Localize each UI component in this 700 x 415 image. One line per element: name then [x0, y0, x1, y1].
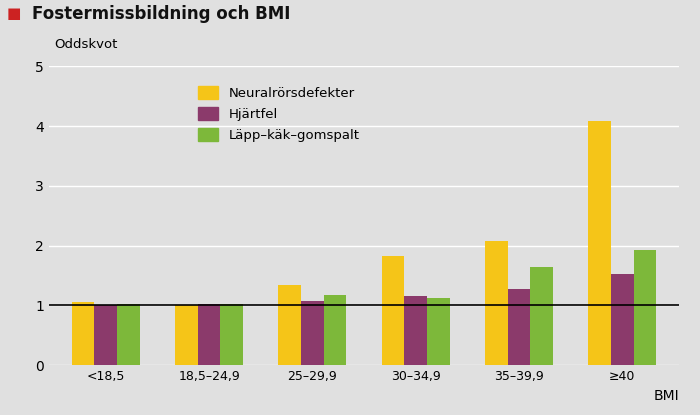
Bar	[405, 296, 427, 365]
Legend: Neuralrörsdefekter, Hjärtfel, Läpp–käk–gomspalt: Neuralrörsdefekter, Hjärtfel, Läpp–käk–g…	[194, 82, 363, 146]
Bar	[175, 305, 197, 365]
Bar	[323, 295, 346, 365]
Bar	[531, 266, 553, 365]
Bar	[197, 304, 220, 365]
Text: Fostermissbildning och BMI: Fostermissbildning och BMI	[32, 5, 290, 23]
Bar	[301, 300, 323, 365]
Bar	[588, 121, 611, 365]
Bar	[634, 250, 657, 365]
Bar	[220, 304, 243, 365]
Bar	[117, 304, 140, 365]
Bar	[485, 241, 508, 365]
Text: Oddskvot: Oddskvot	[54, 39, 118, 51]
Bar	[382, 256, 405, 365]
Bar	[279, 285, 301, 365]
Bar	[611, 274, 634, 365]
Bar	[94, 305, 117, 365]
Bar	[508, 289, 531, 365]
Bar	[427, 298, 449, 365]
Text: ■: ■	[7, 6, 22, 21]
Text: BMI: BMI	[653, 388, 679, 403]
Bar	[71, 303, 94, 365]
